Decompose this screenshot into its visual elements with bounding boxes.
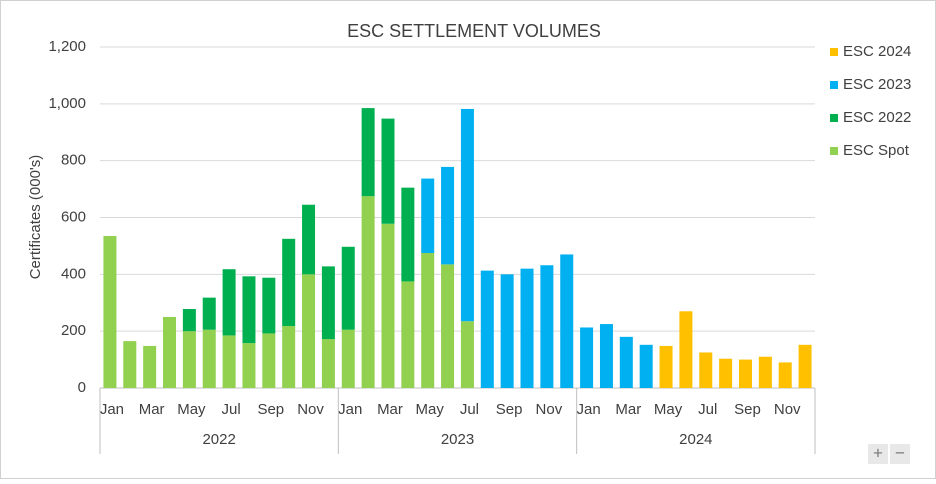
zoom-out-button[interactable] [890, 444, 910, 464]
legend-swatch [830, 48, 838, 56]
bar-segment [321, 339, 335, 388]
zoom-out[interactable]: − [890, 443, 910, 464]
zoom-out-label[interactable]: − [895, 443, 905, 462]
y-tick-label: 1,200 [48, 38, 86, 55]
y-axis-label: Certificates (000's) [27, 155, 44, 280]
y-tick-label: 1,000 [48, 95, 86, 112]
y-tick-label: 0 [78, 379, 86, 396]
x-tick-label: Mar [139, 401, 165, 418]
bar-segment [480, 270, 494, 388]
legend-label: ESC 2024 [843, 43, 911, 60]
bar-segment [242, 343, 256, 388]
x-tick-label: May [416, 401, 445, 418]
bar-segment [599, 324, 613, 388]
bar-segment [738, 359, 752, 388]
year-label: 2022 [202, 431, 235, 448]
bar-segment [659, 345, 673, 388]
bar-segment [143, 345, 157, 388]
zoom-in[interactable]: + [868, 443, 888, 464]
bar-segment [321, 266, 335, 340]
bar-segment [401, 281, 415, 388]
bar-segment [381, 118, 395, 224]
legend-swatch [830, 114, 838, 122]
bar-segment [361, 196, 375, 388]
bar-segment [460, 321, 474, 388]
x-tick-label: Jul [460, 401, 479, 418]
x-tick-label: Sep [257, 401, 284, 418]
x-tick-label: May [654, 401, 683, 418]
legend-label: ESC Spot [843, 142, 910, 159]
bar-segment [580, 327, 594, 388]
x-tick-label: Nov [536, 401, 563, 418]
bar-segment [719, 358, 733, 388]
y-tick-label: 400 [61, 265, 86, 282]
bar-segment [381, 223, 395, 388]
bar-segment [282, 238, 296, 327]
year-label: 2024 [679, 431, 712, 448]
y-tick-label: 200 [61, 322, 86, 339]
bar-segment [798, 344, 812, 388]
bar-segment [222, 269, 236, 336]
bar-segment [758, 356, 772, 388]
legend-swatch [830, 81, 838, 89]
x-tick-label: Jul [222, 401, 241, 418]
x-tick-label: Mar [615, 401, 641, 418]
bar-segment [401, 187, 415, 282]
bar-segment [163, 316, 177, 388]
bar-segment [520, 268, 534, 388]
bar-segment [639, 344, 653, 388]
chart-title: ESC SETTLEMENT VOLUMES [347, 21, 601, 41]
bar-segment [262, 277, 276, 334]
bar-segment [421, 178, 435, 254]
bar-segment [619, 336, 633, 388]
y-tick-label: 800 [61, 152, 86, 169]
x-tick-label: Jan [338, 401, 362, 418]
bar-segment [182, 309, 196, 332]
bar-segment [699, 352, 713, 388]
bar-segment [202, 329, 216, 388]
bar-segment [103, 235, 117, 388]
zoom-in-button[interactable] [868, 444, 888, 464]
bar-segment [441, 264, 455, 388]
bar-segment [242, 276, 256, 344]
x-tick-label: Jan [577, 401, 601, 418]
bar-segment [341, 329, 355, 388]
x-tick-label: Mar [377, 401, 403, 418]
bar-segment [540, 265, 554, 388]
zoom-in-label[interactable]: + [873, 443, 883, 462]
bar-segment [302, 274, 316, 388]
bar-segment [262, 333, 276, 388]
legend-label: ESC 2022 [843, 109, 911, 126]
bar-segment [560, 254, 574, 388]
bar-segment [421, 253, 435, 388]
x-tick-label: Sep [734, 401, 761, 418]
bar-segment [460, 108, 474, 322]
bar-segment [123, 341, 137, 388]
y-tick-label: 600 [61, 208, 86, 225]
bar-segment [500, 274, 514, 388]
x-tick-label: Jan [100, 401, 124, 418]
legend-label: ESC 2023 [843, 76, 911, 93]
bar-segment [202, 297, 216, 330]
bar-segment [222, 335, 236, 388]
bar-segment [282, 326, 296, 388]
x-tick-label: Sep [496, 401, 523, 418]
bar-segment [441, 166, 455, 265]
year-label: 2023 [441, 431, 474, 448]
legend-swatch [830, 147, 838, 155]
bar-segment [182, 331, 196, 388]
bar-segment [679, 311, 693, 388]
bar-segment [341, 246, 355, 330]
x-tick-label: Jul [698, 401, 717, 418]
x-tick-label: Nov [774, 401, 801, 418]
bar-segment [361, 108, 375, 197]
x-tick-label: Nov [297, 401, 324, 418]
x-tick-label: May [177, 401, 206, 418]
bar-segment [302, 204, 316, 275]
bar-segment [778, 362, 792, 388]
